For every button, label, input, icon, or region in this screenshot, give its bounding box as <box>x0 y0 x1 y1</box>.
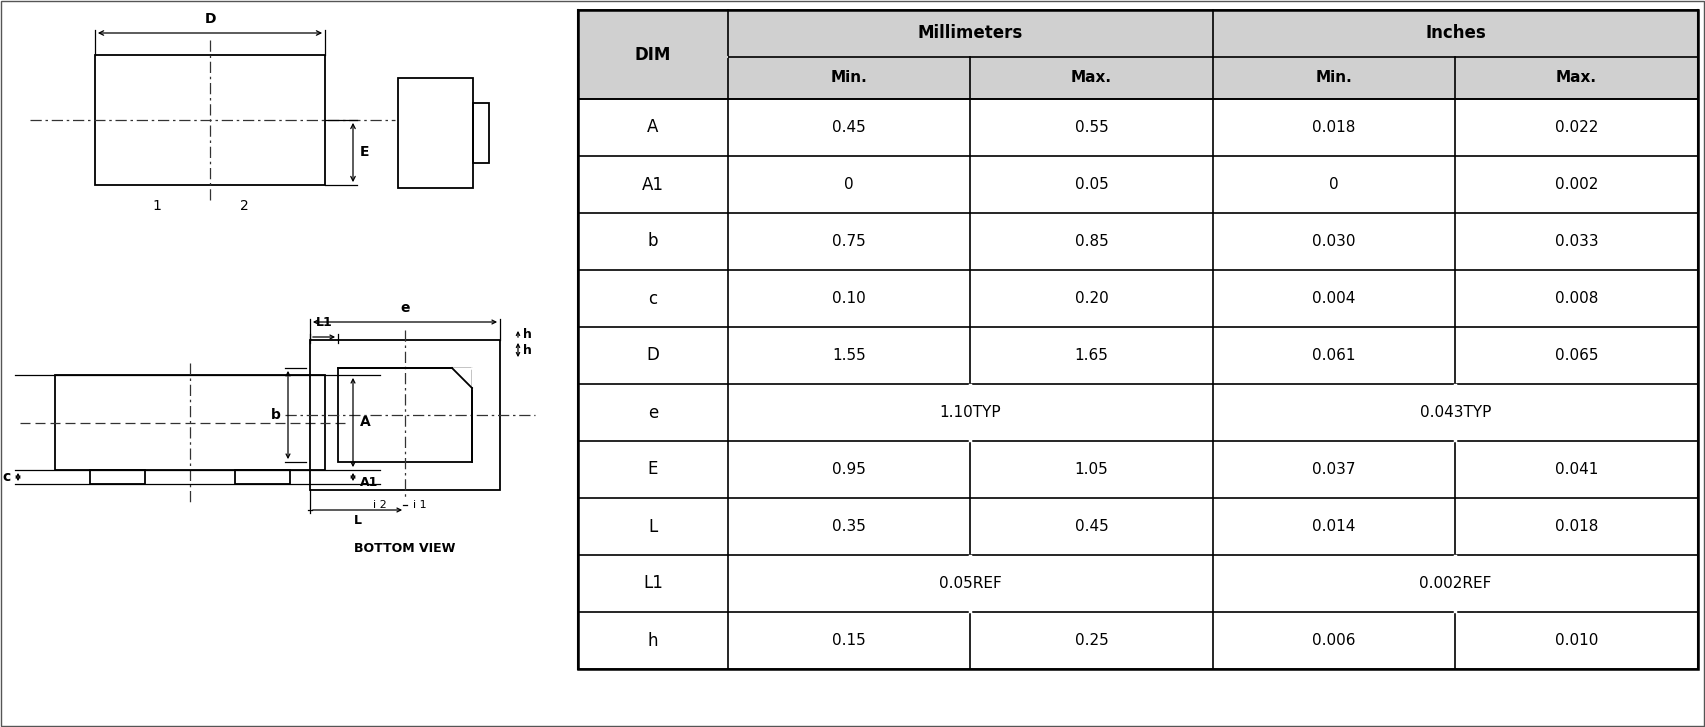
Text: Min.: Min. <box>830 71 868 86</box>
Text: L1: L1 <box>643 574 663 593</box>
Text: 0.05REF: 0.05REF <box>939 576 1003 591</box>
Text: A1: A1 <box>360 476 379 489</box>
Text: 0.35: 0.35 <box>832 519 866 534</box>
Text: e: e <box>648 403 658 422</box>
Bar <box>578 498 1698 555</box>
Text: 0.05: 0.05 <box>1074 177 1108 192</box>
Text: Millimeters: Millimeters <box>917 25 1023 42</box>
Text: 0.033: 0.033 <box>1555 234 1598 249</box>
Text: 0.95: 0.95 <box>832 462 866 477</box>
Bar <box>235 470 290 484</box>
Text: 0.45: 0.45 <box>1074 519 1108 534</box>
Text: h: h <box>523 327 532 340</box>
Bar <box>472 103 489 164</box>
Text: DIM: DIM <box>634 46 672 63</box>
Bar <box>578 612 1698 669</box>
Bar <box>578 441 1698 498</box>
Text: L1: L1 <box>315 316 332 329</box>
Bar <box>578 99 1698 156</box>
Bar <box>95 55 326 185</box>
Bar <box>578 555 1698 612</box>
Text: 0.043TYP: 0.043TYP <box>1420 405 1492 420</box>
Text: 0: 0 <box>844 177 854 192</box>
Bar <box>578 156 1698 213</box>
Text: 0.004: 0.004 <box>1313 291 1355 306</box>
Text: 0.25: 0.25 <box>1074 633 1108 648</box>
Text: 0.014: 0.014 <box>1313 519 1355 534</box>
Text: 0.030: 0.030 <box>1313 234 1355 249</box>
Text: 0.018: 0.018 <box>1555 519 1598 534</box>
Text: 0.008: 0.008 <box>1555 291 1598 306</box>
Text: Min.: Min. <box>1316 71 1352 86</box>
Text: 0.037: 0.037 <box>1313 462 1355 477</box>
Text: c: c <box>3 470 10 484</box>
Bar <box>578 213 1698 270</box>
Text: 1: 1 <box>153 199 162 213</box>
Text: A1: A1 <box>643 175 663 193</box>
Text: D: D <box>205 12 217 26</box>
Text: Inches: Inches <box>1425 25 1485 42</box>
Bar <box>397 78 472 188</box>
Text: 0.018: 0.018 <box>1313 120 1355 135</box>
Text: 0.022: 0.022 <box>1555 120 1598 135</box>
Text: 0.10: 0.10 <box>832 291 866 306</box>
Text: E: E <box>648 460 658 478</box>
Text: 1.05: 1.05 <box>1074 462 1108 477</box>
Text: 1.65: 1.65 <box>1074 348 1108 363</box>
Text: 0.45: 0.45 <box>832 120 866 135</box>
Text: i 1: i 1 <box>413 500 426 510</box>
Text: E: E <box>360 145 370 159</box>
Text: i 2: i 2 <box>373 500 387 510</box>
Text: b: b <box>271 408 281 422</box>
Text: b: b <box>648 233 658 251</box>
Text: h: h <box>523 343 532 356</box>
Text: Max.: Max. <box>1071 71 1112 86</box>
Bar <box>578 57 1698 99</box>
Bar <box>578 327 1698 384</box>
Text: 1.10TYP: 1.10TYP <box>939 405 1001 420</box>
Text: 0.55: 0.55 <box>1074 120 1108 135</box>
Bar <box>578 270 1698 327</box>
Text: 0.065: 0.065 <box>1555 348 1598 363</box>
Text: 0: 0 <box>1330 177 1338 192</box>
Text: 0.85: 0.85 <box>1074 234 1108 249</box>
Text: 0.75: 0.75 <box>832 234 866 249</box>
Text: 0.061: 0.061 <box>1313 348 1355 363</box>
Text: h: h <box>648 632 658 649</box>
Text: L: L <box>353 514 361 527</box>
Bar <box>578 10 1698 57</box>
Bar <box>338 368 472 462</box>
Text: 0.002: 0.002 <box>1555 177 1598 192</box>
Text: A: A <box>360 416 370 430</box>
Text: e: e <box>401 301 409 315</box>
Text: 0.041: 0.041 <box>1555 462 1598 477</box>
Text: D: D <box>646 347 660 364</box>
Bar <box>90 470 145 484</box>
Text: 0.20: 0.20 <box>1074 291 1108 306</box>
Bar <box>55 375 326 470</box>
Bar <box>578 10 1698 669</box>
Text: 0.002REF: 0.002REF <box>1419 576 1492 591</box>
Text: 1.55: 1.55 <box>832 348 866 363</box>
Text: Max.: Max. <box>1557 71 1598 86</box>
Text: BOTTOM VIEW: BOTTOM VIEW <box>355 542 455 555</box>
Text: 0.010: 0.010 <box>1555 633 1598 648</box>
Text: c: c <box>648 289 658 308</box>
Bar <box>310 340 500 490</box>
Text: 0.006: 0.006 <box>1313 633 1355 648</box>
Text: 2: 2 <box>240 199 249 213</box>
Bar <box>578 384 1698 441</box>
Text: A: A <box>648 119 658 137</box>
Text: 0.15: 0.15 <box>832 633 866 648</box>
Text: L: L <box>648 518 658 536</box>
